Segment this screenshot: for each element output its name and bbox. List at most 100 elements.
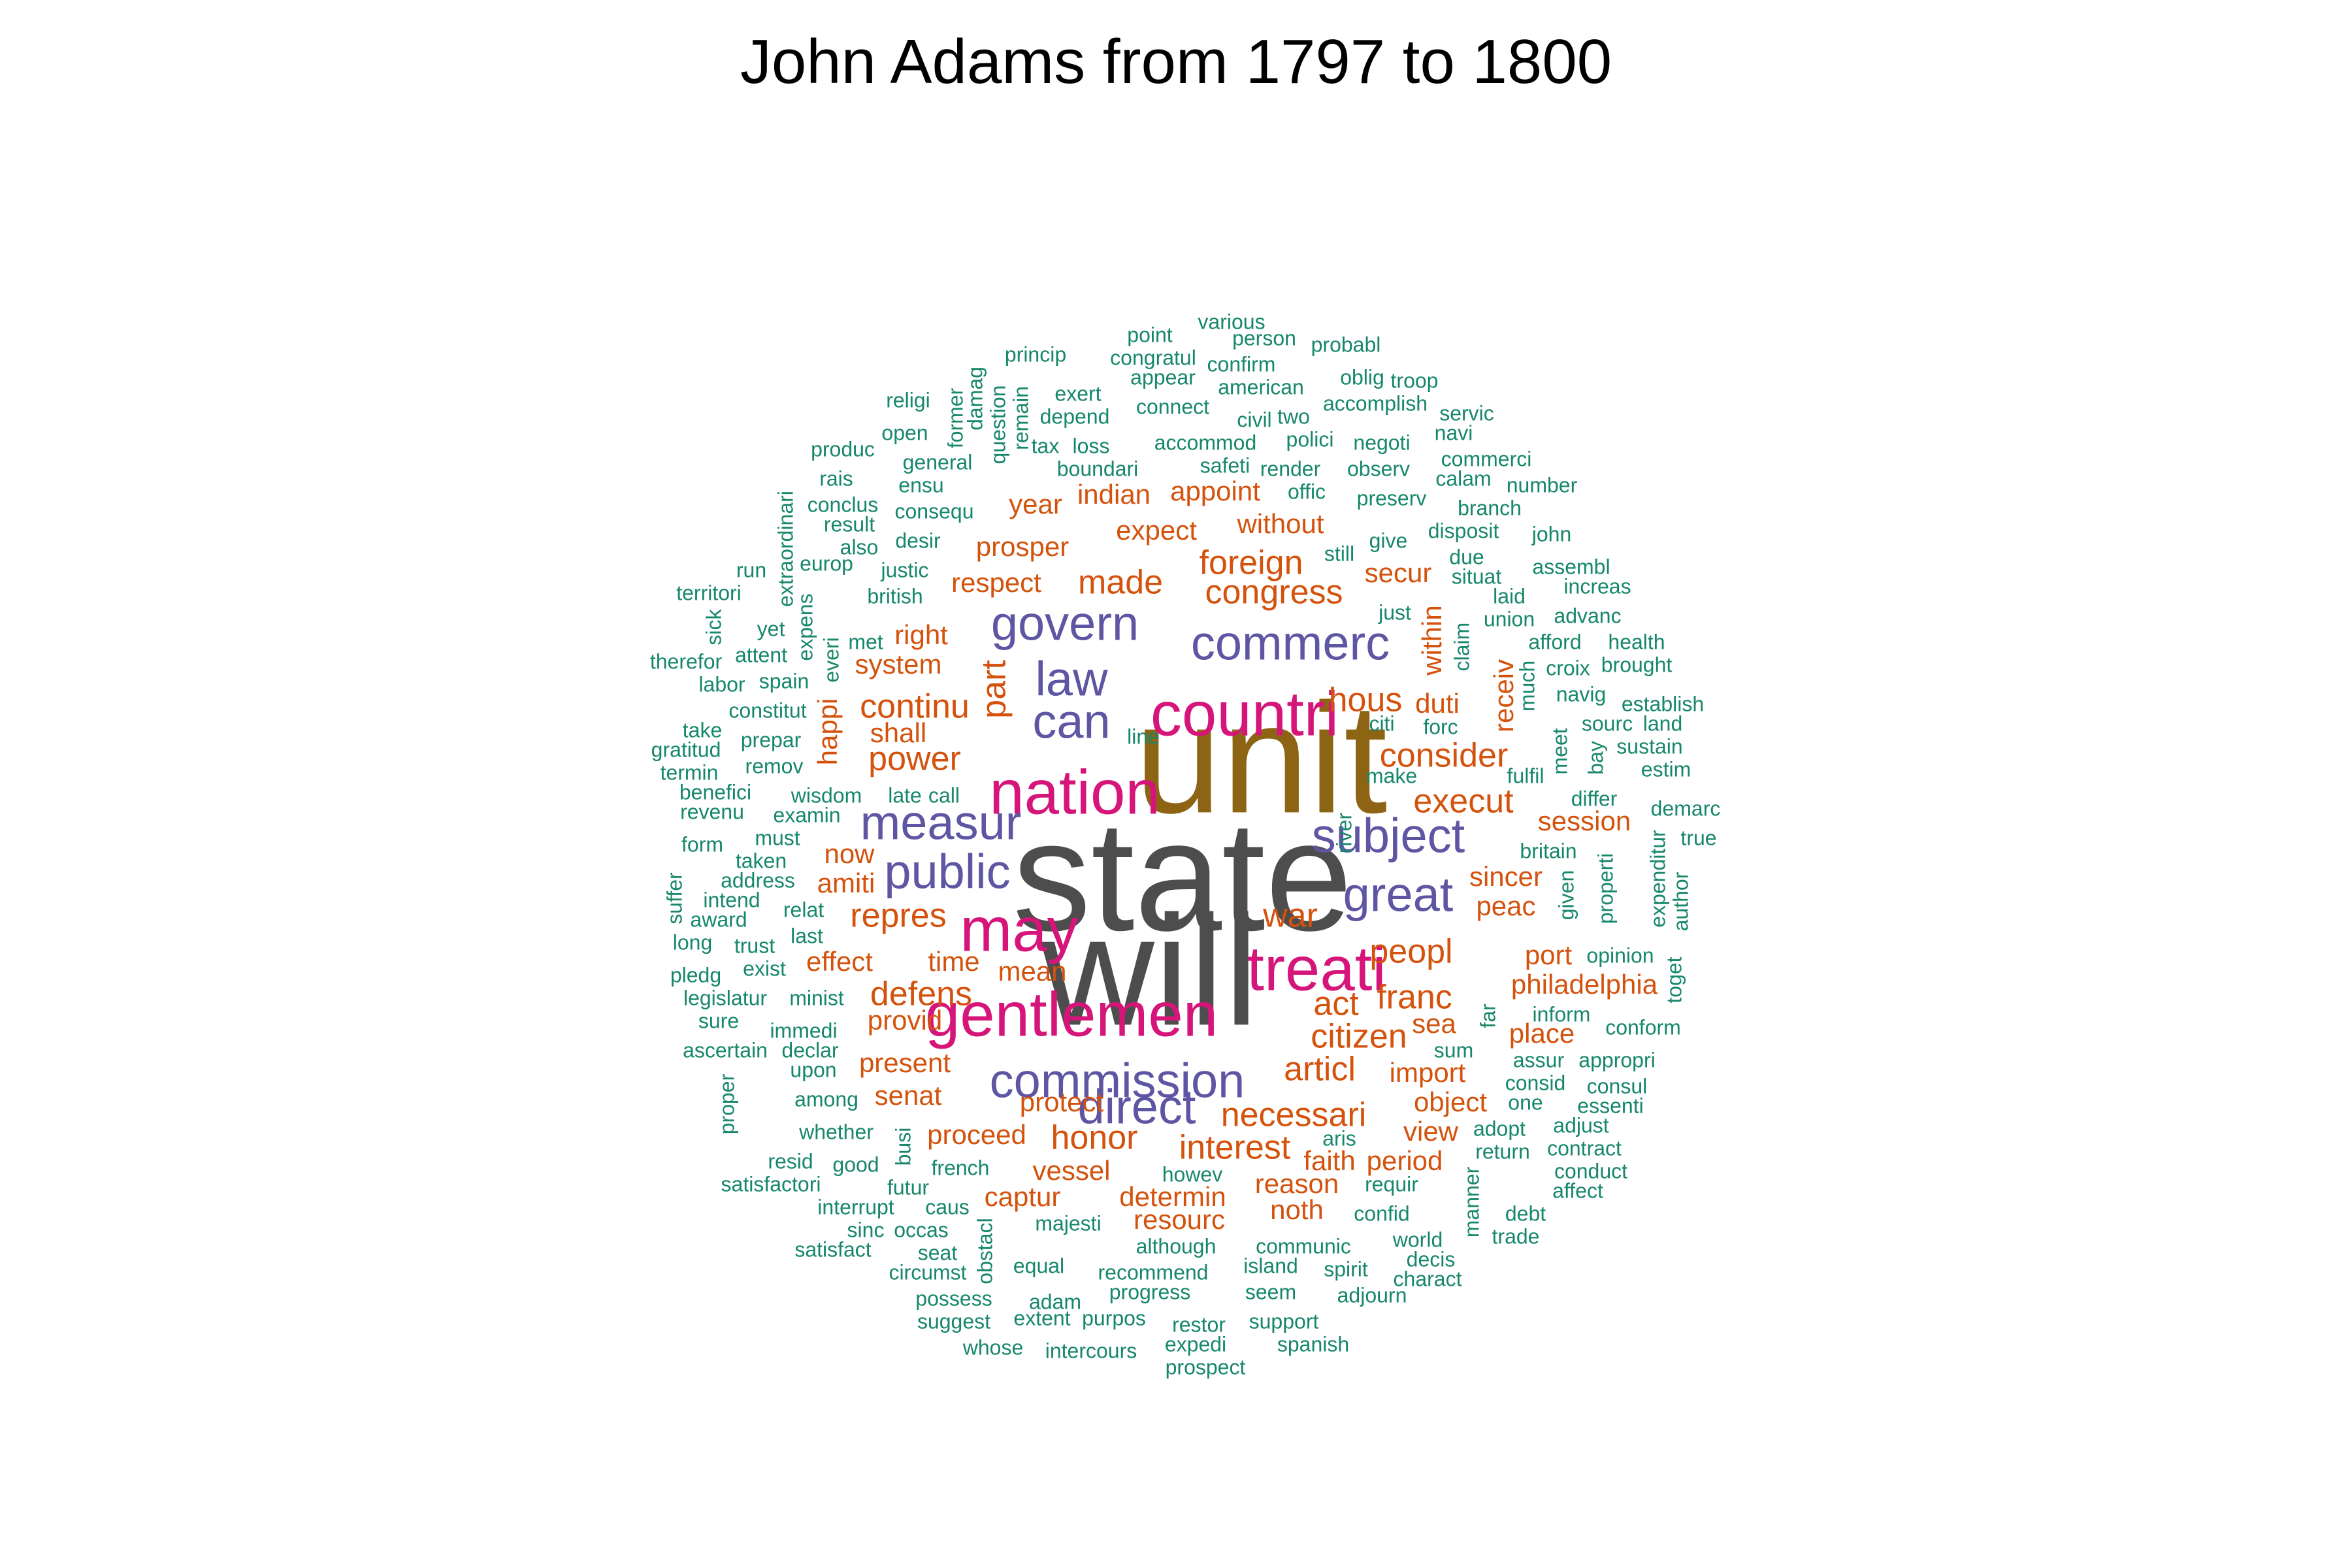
word-preserv: preserv: [1357, 486, 1427, 510]
word-also: also: [840, 535, 879, 559]
word-number: number: [1507, 473, 1578, 497]
word-interrupt: interrupt: [817, 1195, 894, 1218]
word-essenti: essenti: [1577, 1094, 1643, 1117]
word-french: french: [932, 1156, 990, 1179]
word-confirm: confirm: [1207, 352, 1276, 376]
word-port: port: [1525, 939, 1573, 970]
word-island: island: [1243, 1254, 1298, 1277]
word-attent: attent: [735, 643, 787, 666]
word-extraordinari: extraordinari: [774, 491, 797, 607]
word-examin: examin: [773, 803, 840, 826]
word-properti: properti: [1593, 853, 1617, 924]
word-long: long: [673, 930, 713, 954]
word-wisdom: wisdom: [791, 783, 862, 807]
word-hous: hous: [1329, 681, 1403, 719]
word-establish: establish: [1622, 692, 1704, 715]
word-assembl: assembl: [1532, 555, 1610, 578]
word-may: may: [960, 894, 1078, 964]
word-situat: situat: [1452, 564, 1502, 588]
word-vessel: vessel: [1032, 1155, 1110, 1186]
word-conduct: conduct: [1554, 1159, 1627, 1183]
word-effect: effect: [806, 946, 873, 977]
word-aris: aris: [1322, 1126, 1356, 1150]
word-question: question: [986, 385, 1009, 465]
word-termin: termin: [661, 760, 719, 784]
word-tax: tax: [1032, 434, 1060, 457]
word-now: now: [824, 838, 875, 869]
word-damag: damag: [963, 367, 987, 431]
word-occas: occas: [894, 1218, 949, 1241]
word-labor: labor: [698, 672, 745, 696]
word-navi: navi: [1435, 421, 1473, 444]
word-europ: europ: [800, 551, 853, 575]
word-result: result: [824, 512, 875, 536]
word-satisfactori: satisfactori: [721, 1172, 821, 1196]
word-intend: intend: [703, 888, 760, 911]
word-repres: repres: [850, 897, 946, 935]
word-resourc: resourc: [1134, 1204, 1225, 1235]
word-commerc: commerc: [1191, 616, 1390, 670]
word-croix: croix: [1546, 656, 1590, 679]
word-immedi: immedi: [770, 1019, 837, 1042]
word-former: former: [943, 387, 967, 448]
word-session: session: [1538, 806, 1631, 836]
word-probabl: probabl: [1311, 333, 1381, 356]
word-sure: sure: [698, 1009, 739, 1032]
word-public: public: [884, 845, 1010, 899]
word-late: late: [888, 783, 922, 807]
word-power: power: [868, 740, 961, 778]
word-negoti: negoti: [1353, 431, 1410, 454]
word-shall: shall: [870, 717, 926, 748]
word-amiti: amiti: [817, 868, 875, 898]
word-franc: franc: [1377, 979, 1452, 1017]
word-claim: claim: [1450, 623, 1473, 672]
word-satisfact: satisfact: [794, 1237, 871, 1261]
word-good: good: [832, 1152, 879, 1176]
word-requir: requir: [1365, 1172, 1418, 1196]
word-communic: communic: [1256, 1234, 1351, 1258]
word-afford: afford: [1528, 630, 1581, 653]
word-river: river: [1332, 813, 1356, 854]
word-remov: remov: [745, 754, 804, 777]
word-necessari: necessari: [1221, 1096, 1367, 1134]
word-adam: adam: [1029, 1290, 1081, 1313]
word-progress: progress: [1109, 1280, 1191, 1303]
word-line: line: [1127, 725, 1160, 748]
word-world: world: [1392, 1228, 1443, 1251]
word-part: part: [975, 660, 1013, 719]
word-trade: trade: [1492, 1224, 1540, 1248]
word-happi: happi: [812, 698, 843, 766]
word-consequ: consequ: [895, 499, 974, 523]
word-seat: seat: [918, 1241, 958, 1264]
word-point: point: [1127, 323, 1173, 346]
word-senat: senat: [875, 1080, 942, 1111]
word-advanc: advanc: [1554, 604, 1621, 627]
word-produc: produc: [811, 437, 875, 461]
word-toget: toget: [1662, 956, 1686, 1003]
word-everi: everi: [819, 637, 843, 682]
word-great: great: [1343, 868, 1454, 922]
word-observ: observ: [1347, 457, 1410, 480]
word-exert: exert: [1054, 382, 1101, 405]
word-execut: execut: [1413, 783, 1514, 821]
word-address: address: [721, 868, 795, 892]
word-whose: whose: [962, 1335, 1024, 1359]
word-prospect: prospect: [1166, 1355, 1246, 1379]
word-land: land: [1643, 711, 1683, 735]
word-fulfil: fulfil: [1507, 764, 1544, 787]
word-polici: polici: [1286, 427, 1334, 451]
word-foreign: foreign: [1200, 544, 1303, 582]
word-bay: bay: [1584, 741, 1607, 775]
word-last: last: [791, 924, 823, 947]
word-subject: subject: [1312, 809, 1465, 863]
word-just: just: [1378, 600, 1411, 624]
word-far: far: [1476, 1004, 1499, 1028]
word-citizen: citizen: [1311, 1018, 1407, 1056]
word-open: open: [881, 421, 928, 444]
word-expedi: expedi: [1165, 1332, 1226, 1356]
word-minist: minist: [789, 986, 844, 1009]
word-affect: affect: [1552, 1179, 1603, 1202]
word-extent: extent: [1013, 1306, 1070, 1330]
word-within: within: [1416, 605, 1447, 676]
word-futur: futur: [887, 1175, 929, 1199]
